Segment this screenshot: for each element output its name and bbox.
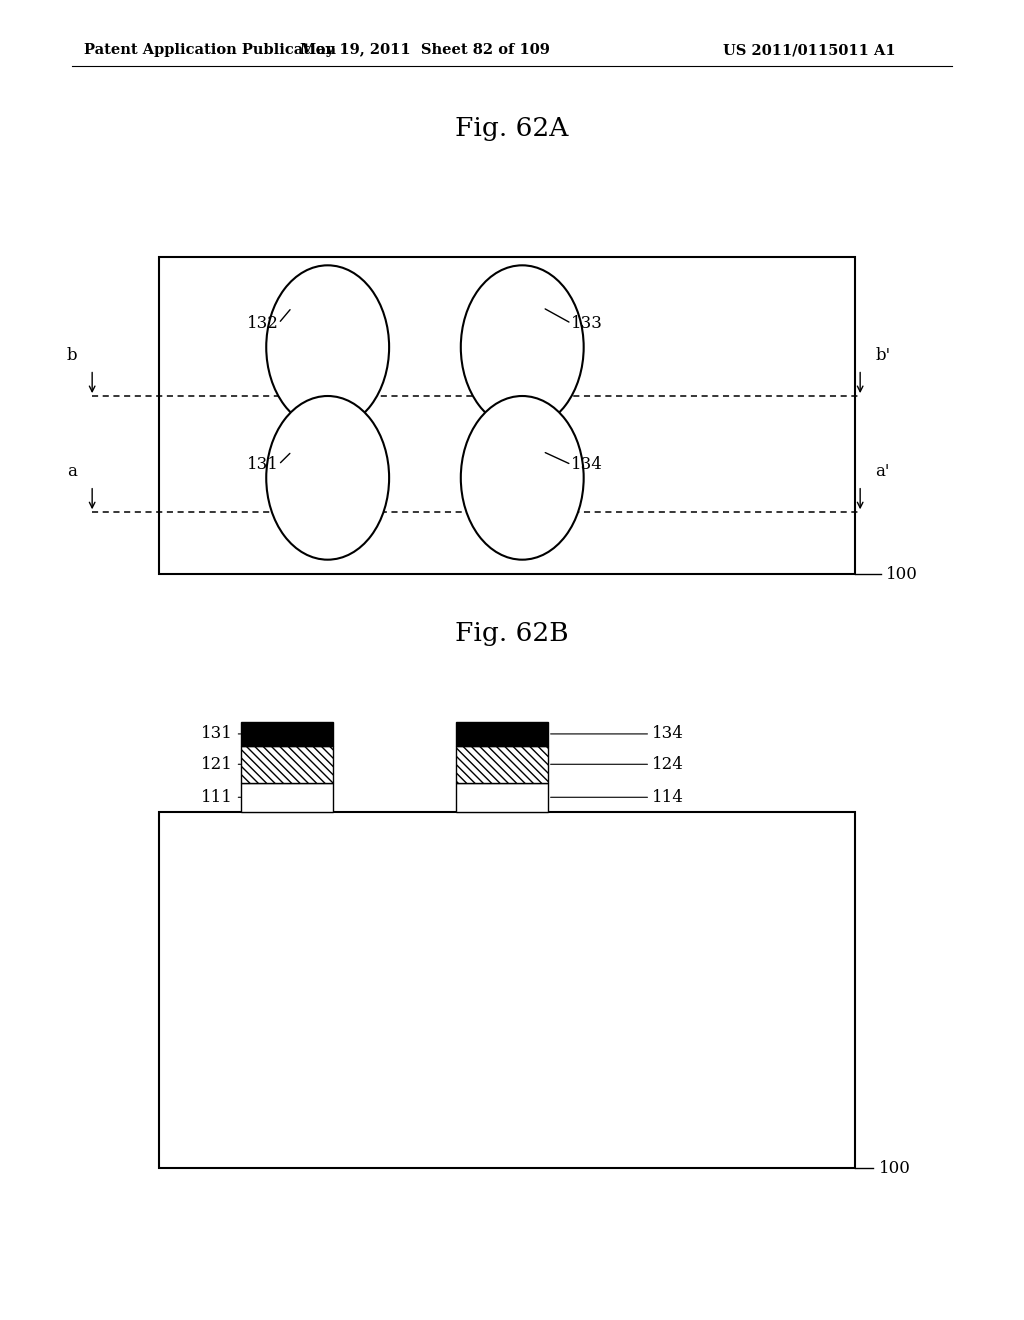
Bar [241, 746, 333, 783]
Bar [241, 722, 333, 746]
Text: Fig. 62A: Fig. 62A [456, 116, 568, 140]
Text: Patent Application Publication: Patent Application Publication [84, 44, 336, 57]
Bar [241, 783, 333, 812]
Text: 134: 134 [652, 726, 684, 742]
Text: a: a [67, 463, 77, 480]
Text: May 19, 2011  Sheet 82 of 109: May 19, 2011 Sheet 82 of 109 [300, 44, 550, 57]
Bar [456, 722, 548, 746]
Text: 111: 111 [201, 789, 232, 805]
Text: a': a' [876, 463, 890, 480]
Text: US 2011/0115011 A1: US 2011/0115011 A1 [723, 44, 895, 57]
Ellipse shape [266, 265, 389, 429]
Text: 100: 100 [879, 1160, 910, 1176]
Ellipse shape [266, 396, 389, 560]
Text: 100: 100 [886, 566, 918, 582]
Bar [456, 746, 548, 783]
Bar [159, 257, 855, 574]
Text: Fig. 62B: Fig. 62B [456, 622, 568, 645]
Text: 133: 133 [571, 315, 603, 331]
Text: b': b' [876, 347, 891, 364]
Text: 114: 114 [652, 789, 684, 805]
Text: 131: 131 [201, 726, 232, 742]
Text: 131: 131 [247, 457, 279, 473]
Text: b: b [67, 347, 77, 364]
Text: 121: 121 [201, 756, 232, 772]
Text: 134: 134 [571, 457, 603, 473]
Text: 124: 124 [652, 756, 684, 772]
Bar [456, 783, 548, 812]
Ellipse shape [461, 396, 584, 560]
Bar [159, 812, 855, 1168]
Text: 132: 132 [247, 315, 279, 331]
Ellipse shape [461, 265, 584, 429]
